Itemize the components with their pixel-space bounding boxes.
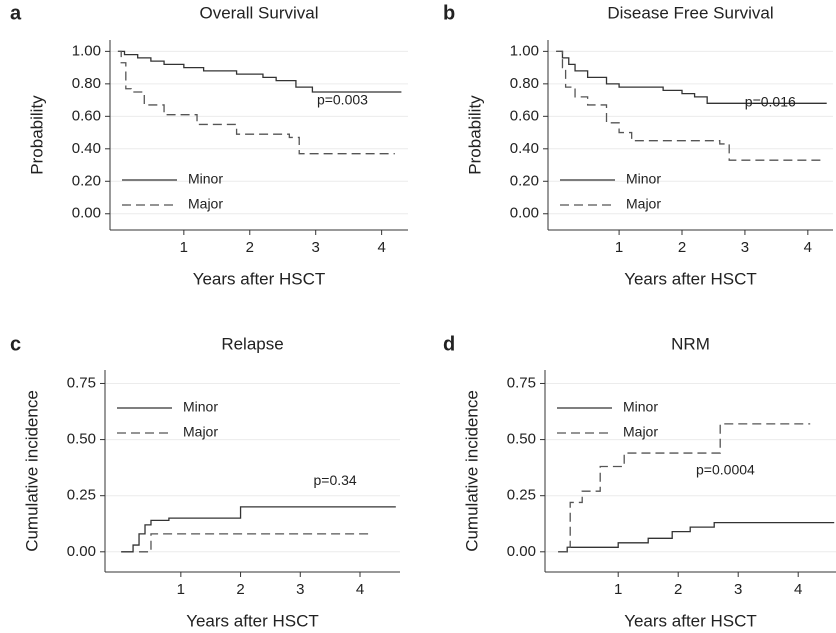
y-tick-label: 1.00 [72, 42, 101, 59]
x-axis-label: Years after HSCT [186, 611, 319, 630]
y-tick-label: 0.40 [510, 140, 539, 157]
y-tick-label: 0.00 [72, 205, 101, 222]
y-axis-label: Cumulative incidence [462, 390, 481, 552]
y-tick-label: 0.00 [507, 543, 536, 560]
panel-label: c [10, 333, 21, 355]
panel-label: d [443, 333, 455, 355]
survival-curve [556, 50, 827, 104]
legend-label: Major [623, 424, 658, 440]
x-tick-label: 1 [615, 239, 623, 256]
y-tick-label: 1.00 [510, 42, 539, 59]
p-value: p=0.0004 [696, 462, 755, 478]
y-tick-label: 0.25 [507, 487, 536, 504]
legend-label: Major [626, 196, 661, 212]
y-tick-label: 0.60 [72, 107, 101, 124]
legend-label: Major [183, 424, 218, 440]
legend-label: Major [188, 196, 223, 212]
x-tick-label: 4 [356, 581, 364, 598]
y-tick-label: 0.00 [67, 543, 96, 560]
x-tick-label: 3 [734, 581, 742, 598]
y-tick-label: 0.75 [507, 374, 536, 391]
x-tick-label: 2 [674, 581, 682, 598]
x-tick-label: 3 [296, 581, 304, 598]
x-axis-label: Years after HSCT [193, 269, 326, 288]
survival-curve [558, 423, 811, 553]
x-tick-label: 3 [741, 239, 749, 256]
x-tick-label: 4 [804, 239, 812, 256]
x-tick-label: 2 [246, 239, 254, 256]
survival-curve [139, 533, 372, 553]
legend-label: Minor [188, 171, 223, 187]
p-value: p=0.34 [313, 472, 356, 488]
panel-label: b [443, 2, 455, 24]
p-value: p=0.003 [317, 92, 368, 108]
x-axis-label: Years after HSCT [624, 269, 757, 288]
x-tick-label: 4 [377, 239, 385, 256]
x-tick-label: 2 [236, 581, 244, 598]
y-tick-label: 0.80 [510, 75, 539, 92]
chart-title: Overall Survival [199, 3, 318, 22]
x-tick-label: 2 [678, 239, 686, 256]
survival-curve [121, 506, 396, 553]
x-tick-label: 3 [312, 239, 320, 256]
chart-title: Relapse [221, 334, 283, 353]
survival-curve [117, 50, 395, 155]
y-tick-label: 0.40 [72, 140, 101, 157]
x-tick-label: 1 [614, 581, 622, 598]
y-tick-label: 0.80 [72, 75, 101, 92]
p-value: p=0.016 [745, 93, 796, 109]
y-tick-label: 0.25 [67, 487, 96, 504]
x-tick-label: 4 [794, 581, 802, 598]
survival-curve [556, 50, 821, 161]
y-tick-label: 0.75 [67, 374, 96, 391]
legend-label: Minor [626, 171, 661, 187]
legend-label: Minor [183, 399, 218, 415]
x-tick-label: 1 [177, 581, 185, 598]
x-axis-label: Years after HSCT [624, 611, 757, 630]
y-tick-label: 0.20 [72, 172, 101, 189]
survival-curve [558, 521, 835, 553]
x-tick-label: 1 [180, 239, 188, 256]
y-tick-label: 0.50 [67, 431, 96, 448]
y-tick-label: 0.50 [507, 431, 536, 448]
y-tick-label: 0.20 [510, 172, 539, 189]
panel-label: a [10, 2, 22, 24]
y-axis-label: Cumulative incidence [22, 390, 41, 552]
y-axis-label: Probability [465, 95, 484, 175]
y-axis-label: Probability [27, 95, 46, 175]
chart-title: Disease Free Survival [607, 3, 773, 22]
chart-title: NRM [671, 334, 710, 353]
y-tick-label: 0.00 [510, 205, 539, 222]
legend-label: Minor [623, 399, 658, 415]
y-tick-label: 0.60 [510, 107, 539, 124]
survival-curve [117, 50, 402, 93]
